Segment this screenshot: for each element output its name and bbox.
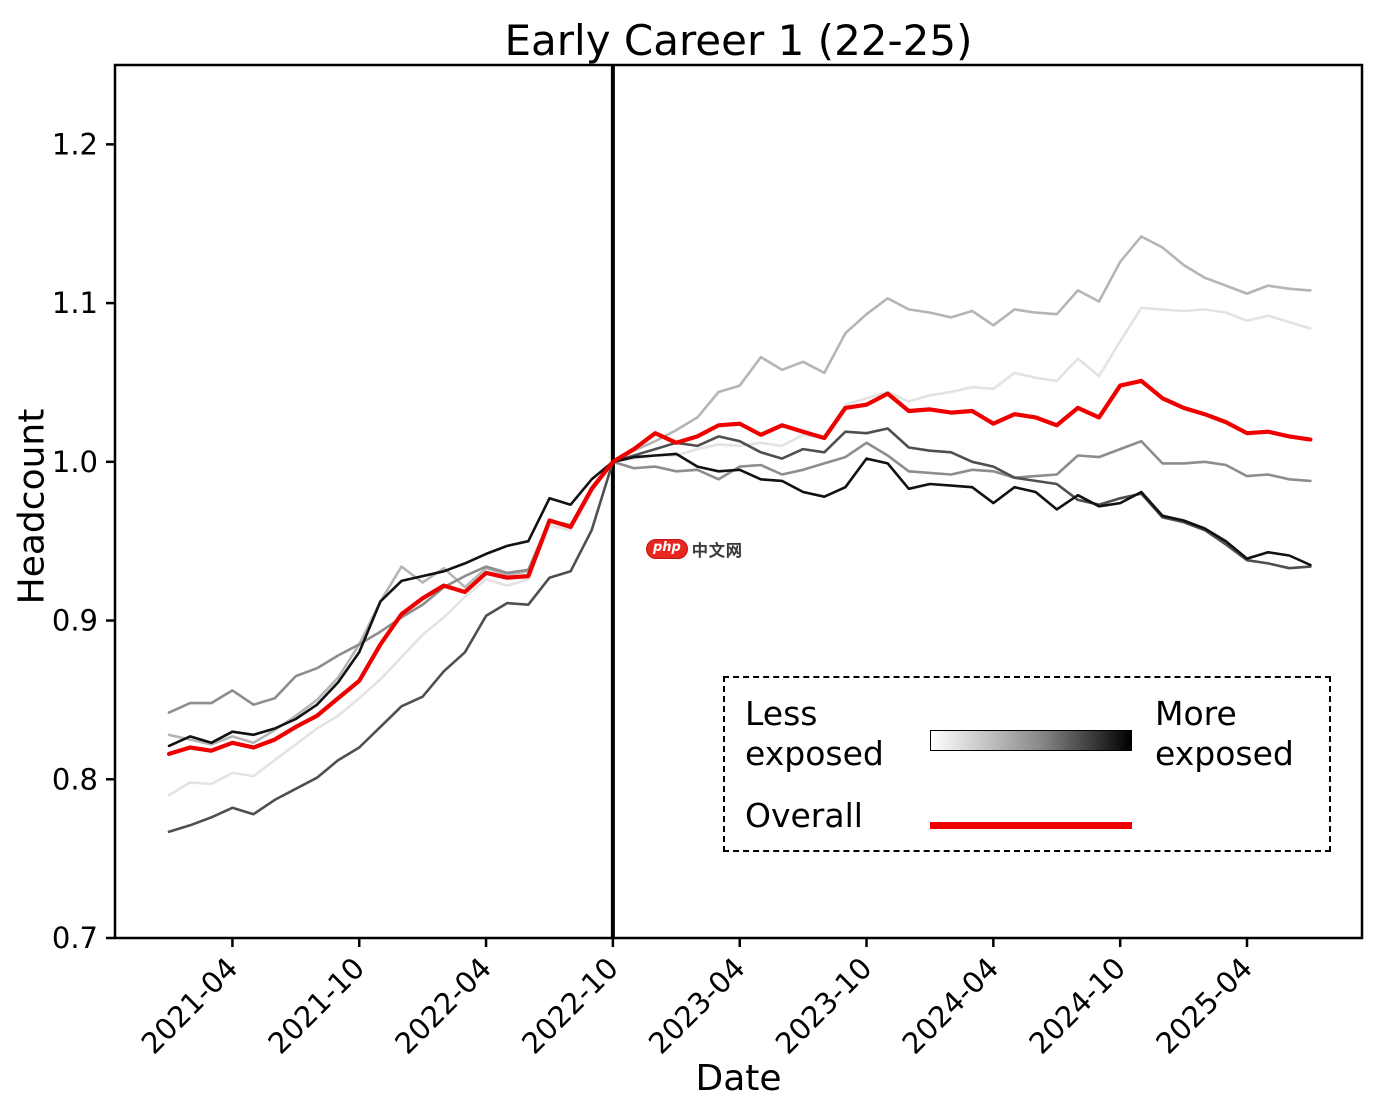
y-tick-label: 1.0 xyxy=(52,445,98,479)
x-tick-label: 2021-04 xyxy=(135,951,245,1061)
watermark: php 中文网 xyxy=(646,537,743,561)
y-tick-label: 0.8 xyxy=(52,762,98,796)
series-overall xyxy=(166,378,1313,757)
legend-box: Less exposed More exposed Overall xyxy=(723,676,1331,852)
series-quintile-1-least-exposed xyxy=(167,306,1312,797)
x-tick-label: 2023-10 xyxy=(769,951,879,1061)
y-tick-label: 0.7 xyxy=(52,921,98,955)
legend-overall-label: Overall xyxy=(745,796,863,835)
x-tick-label: 2024-04 xyxy=(896,951,1006,1061)
legend-more-exposed-label: More exposed xyxy=(1155,694,1294,774)
x-tick-label: 2024-10 xyxy=(1022,951,1132,1061)
x-axis-label: Date xyxy=(695,1058,782,1099)
x-tick-label: 2025-04 xyxy=(1149,951,1259,1061)
series-quintile-3 xyxy=(167,439,1312,714)
x-tick-label: 2022-04 xyxy=(388,951,498,1061)
exposure-gradient-swatch xyxy=(930,730,1132,751)
php-logo-icon: php xyxy=(646,539,688,559)
y-tick-label: 1.1 xyxy=(52,286,98,320)
legend-less-exposed-label: Less exposed xyxy=(745,694,884,774)
chart-title: Early Career 1 (22-25) xyxy=(504,16,973,65)
y-tick-label: 0.9 xyxy=(52,604,98,638)
y-tick-label: 1.2 xyxy=(52,127,98,161)
y-axis-label: Headcount xyxy=(11,408,53,605)
series-quintile-4 xyxy=(167,427,1312,834)
x-tick-label: 2022-10 xyxy=(515,951,625,1061)
watermark-text: 中文网 xyxy=(691,541,743,560)
overall-line-swatch xyxy=(930,822,1132,829)
x-tick-label: 2021-10 xyxy=(261,951,371,1061)
x-tick-label: 2023-04 xyxy=(642,951,752,1061)
series-quintile-5-most-exposed xyxy=(167,452,1312,748)
